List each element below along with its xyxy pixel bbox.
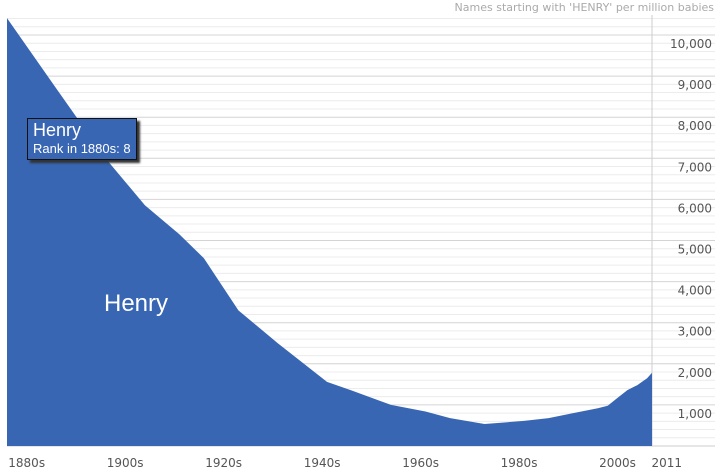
area-henry[interactable] <box>7 18 652 446</box>
x-tick-label: 1920s <box>205 456 242 470</box>
y-tick-label: 8,000 <box>678 119 712 133</box>
area-label[interactable]: Henry <box>104 290 169 317</box>
chart-title: Names starting with 'HENRY' per million … <box>454 1 714 14</box>
y-tick-label: 10,000 <box>670 37 712 51</box>
tooltip: Henry Rank in 1880s: 8 <box>27 118 137 160</box>
y-tick-label: 6,000 <box>678 201 712 215</box>
tooltip-name: Henry <box>33 120 82 140</box>
x-tick-label: 1900s <box>107 456 144 470</box>
x-tick-label: 1880s <box>8 456 45 470</box>
y-tick-label: 2,000 <box>678 366 712 380</box>
x-tick-label: 1940s <box>304 456 341 470</box>
x-tick-label: 1980s <box>501 456 538 470</box>
y-tick-label: 1,000 <box>678 407 712 421</box>
y-tick-label: 5,000 <box>678 243 712 257</box>
y-tick-label: 4,000 <box>678 284 712 298</box>
x-tick-label: 2011 <box>651 456 682 470</box>
tooltip-rank: Rank in 1880s: 8 <box>33 141 131 156</box>
x-tick-label: 2000s <box>599 456 636 470</box>
y-tick-label: 9,000 <box>678 78 712 92</box>
y-tick-label: 7,000 <box>678 160 712 174</box>
y-tick-label: 3,000 <box>678 325 712 339</box>
x-tick-label: 1960s <box>402 456 439 470</box>
